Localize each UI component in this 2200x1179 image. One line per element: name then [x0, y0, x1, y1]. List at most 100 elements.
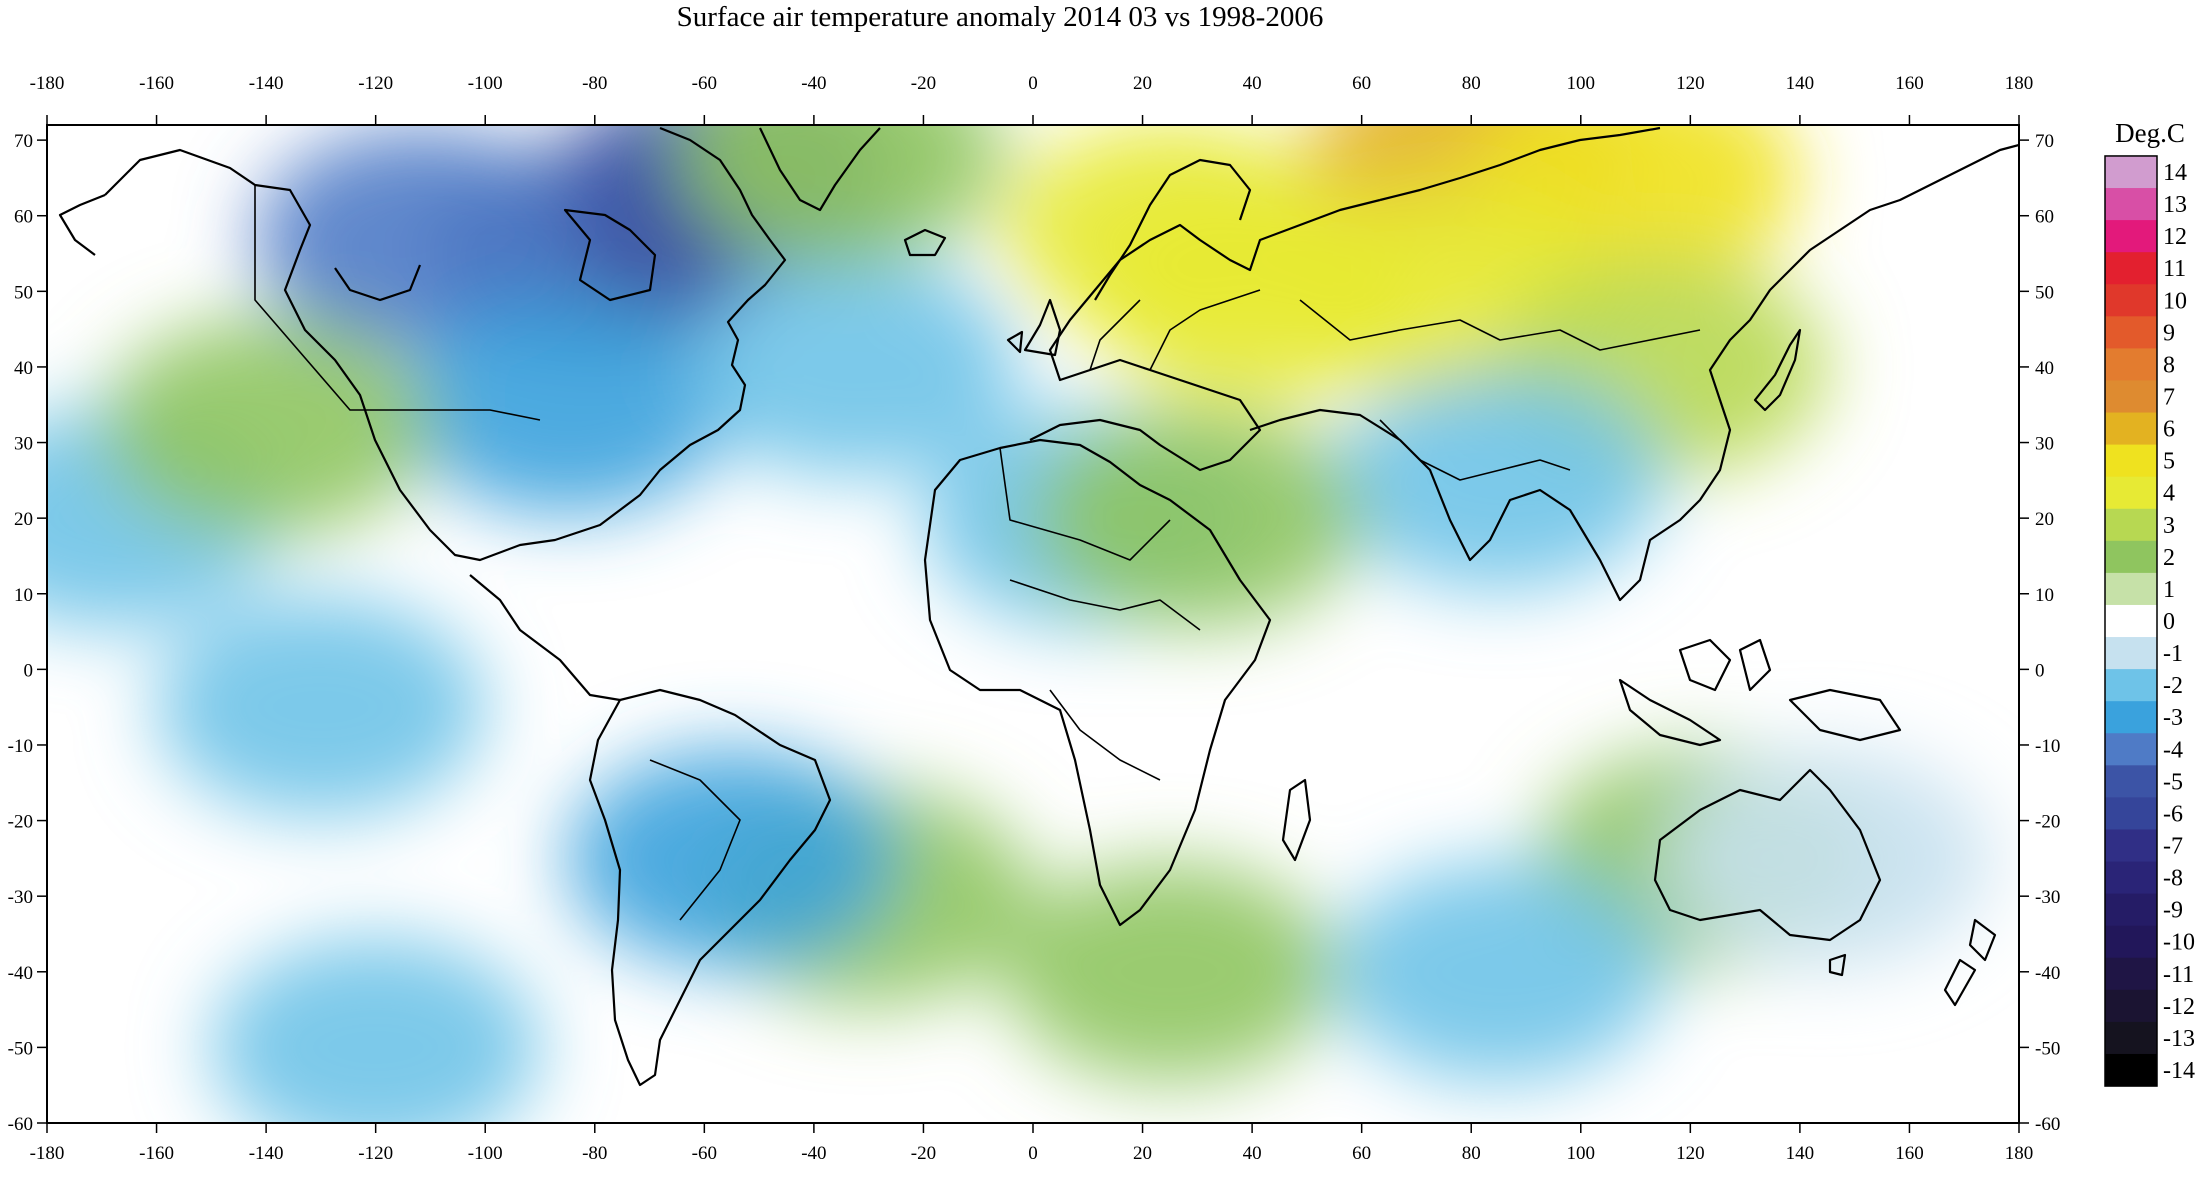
- x-tick-label-top: 20: [1133, 73, 1152, 94]
- colorbar-label: -8: [2163, 866, 2183, 892]
- x-tick-label-bottom: 120: [1676, 1143, 1705, 1164]
- x-tick-label-top: -80: [582, 73, 607, 94]
- x-tick-label-top: -140: [249, 73, 284, 94]
- colorbar-swatch: [2105, 572, 2157, 606]
- map-axes: -180-180-160-160-140-140-120-120-100-100…: [8, 73, 2061, 1164]
- chart-title: Surface air temperature anomaly 2014 03 …: [677, 1, 1324, 33]
- x-tick-label-bottom: -60: [692, 1143, 717, 1164]
- anomaly-region: [1333, 861, 1664, 1082]
- y-tick-label-left: 0: [24, 660, 34, 681]
- x-tick-label-top: -180: [30, 73, 65, 94]
- colorbar-swatch: [2105, 637, 2157, 670]
- colorbar-label: 14: [2163, 160, 2187, 186]
- y-tick-label-left: 60: [14, 207, 33, 228]
- colorbar-label: -7: [2163, 834, 2183, 860]
- colorbar-swatch: [2105, 669, 2157, 702]
- colorbar-label: 8: [2163, 352, 2175, 378]
- colorbar-label: -11: [2163, 962, 2194, 988]
- colorbar-swatch: [2105, 508, 2157, 542]
- anomaly-region: [210, 937, 541, 1123]
- colorbar-label: 13: [2163, 192, 2187, 218]
- x-tick-label-bottom: -40: [801, 1143, 826, 1164]
- x-tick-label-top: 40: [1243, 73, 1262, 94]
- y-tick-label-right: -60: [2035, 1114, 2060, 1135]
- colorbar-swatch: [2105, 380, 2157, 414]
- colorbar-label: 10: [2163, 288, 2187, 314]
- colorbar: Deg.C 14131211109876543210-1-2-3-4-5-6-7…: [2104, 118, 2195, 1087]
- x-tick-label-top: 60: [1352, 73, 1371, 94]
- anomaly-region: [1662, 748, 1993, 969]
- x-tick-label-bottom: 160: [1895, 1143, 1924, 1164]
- colorbar-label: 2: [2163, 545, 2175, 571]
- y-tick-label-left: -30: [8, 887, 33, 908]
- colorbar-swatch: [2105, 893, 2157, 927]
- colorbar-label: 6: [2163, 417, 2175, 443]
- y-tick-label-right: 60: [2035, 207, 2054, 228]
- colorbar-swatches: [2104, 155, 2158, 1087]
- x-tick-label-top: -60: [692, 73, 717, 94]
- colorbar-swatch: [2105, 476, 2157, 510]
- y-tick-label-left: -40: [8, 963, 33, 984]
- colorbar-label: 12: [2163, 224, 2187, 250]
- colorbar-swatch: [2105, 925, 2157, 959]
- y-tick-label-right: 30: [2035, 434, 2054, 455]
- x-tick-label-bottom: -120: [358, 1143, 393, 1164]
- y-tick-label-left: 10: [14, 585, 33, 606]
- anomaly-region: [687, 256, 1018, 477]
- colorbar-swatch: [2105, 701, 2157, 734]
- colorbar-label: -6: [2163, 801, 2183, 827]
- colorbar-swatch: [2105, 540, 2157, 574]
- y-tick-label-left: 50: [14, 282, 33, 303]
- coastlines: [58, 126, 2019, 1087]
- x-tick-label-top: -160: [139, 73, 174, 94]
- colorbar-swatch: [2105, 765, 2157, 798]
- colorbar-label: -14: [2163, 1058, 2195, 1084]
- colorbar-swatch: [2105, 861, 2157, 895]
- colorbar-label: -2: [2163, 673, 2183, 699]
- colorbar-label: -5: [2163, 769, 2183, 795]
- y-tick-label-right: 40: [2035, 358, 2054, 379]
- anomaly-region: [1032, 408, 1363, 629]
- x-tick-label-bottom: -20: [911, 1143, 936, 1164]
- colorbar-frame: [2104, 155, 2158, 1087]
- anomaly-region: [1004, 861, 1335, 1082]
- x-tick-label-top: -100: [468, 73, 503, 94]
- y-tick-label-right: 0: [2035, 660, 2045, 681]
- y-tick-label-right: 50: [2035, 282, 2054, 303]
- y-tick-label-left: 20: [14, 509, 33, 530]
- x-tick-label-bottom: -100: [468, 1143, 503, 1164]
- y-tick-label-right: 70: [2035, 131, 2054, 152]
- anomaly-field: [47, 125, 1993, 1123]
- colorbar-swatch: [2105, 989, 2157, 1023]
- y-tick-label-left: 40: [14, 358, 33, 379]
- x-tick-label-bottom: -140: [249, 1143, 284, 1164]
- x-tick-label-top: 180: [2005, 73, 2034, 94]
- colorbar-swatch: [2105, 252, 2157, 285]
- colorbar-label: 5: [2163, 449, 2175, 475]
- x-tick-label-top: 80: [1462, 73, 1481, 94]
- x-tick-label-bottom: 20: [1133, 1143, 1152, 1164]
- x-tick-label-bottom: -80: [582, 1143, 607, 1164]
- y-tick-label-left: -50: [8, 1038, 33, 1059]
- colorbar-unit-label: Deg.C: [2115, 118, 2185, 148]
- colorbar-label: -10: [2163, 930, 2195, 956]
- colorbar-swatch: [2105, 1021, 2157, 1055]
- colorbar-label: 0: [2163, 609, 2175, 635]
- colorbar-swatch: [2105, 733, 2157, 766]
- y-tick-label-left: 30: [14, 434, 33, 455]
- x-tick-label-top: 0: [1028, 73, 1038, 94]
- anomaly-region: [254, 128, 585, 349]
- colorbar-label: -12: [2163, 994, 2195, 1020]
- colorbar-swatch: [2105, 220, 2157, 253]
- x-tick-label-top: -120: [358, 73, 393, 94]
- colorbar-label: -13: [2163, 1026, 2195, 1052]
- colorbar-labels: 14131211109876543210-1-2-3-4-5-6-7-8-9-1…: [2163, 160, 2195, 1084]
- y-tick-label-right: 20: [2035, 509, 2054, 530]
- y-tick-label-right: -40: [2035, 963, 2060, 984]
- colorbar-swatch: [2105, 188, 2157, 221]
- x-tick-label-bottom: 80: [1462, 1143, 1481, 1164]
- y-tick-label-right: -20: [2035, 812, 2060, 833]
- colorbar-label: 11: [2163, 256, 2186, 282]
- y-tick-label-left: -10: [8, 736, 33, 757]
